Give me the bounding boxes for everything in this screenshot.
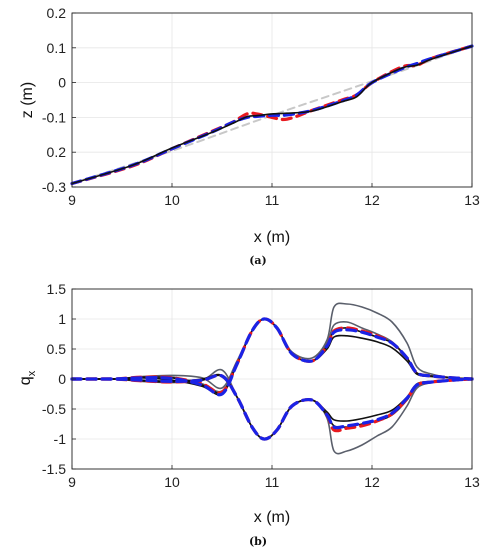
x-tick-label: 12 [364, 192, 380, 208]
x-tick-label: 11 [265, 474, 280, 490]
series-line-blue-dashed [70, 317, 474, 397]
y-tick-label: 1 [58, 311, 66, 327]
series-group [70, 302, 474, 455]
y-axis-label: z (m) [19, 82, 36, 118]
y-tick-label: -0.3 [42, 179, 66, 195]
series-line-blue-dashed [70, 373, 474, 441]
y-tick-label: 1.5 [47, 281, 67, 297]
y-axis-label-subscript: x [26, 370, 38, 376]
y-axis-label: qx [17, 370, 38, 385]
y-tick-label: 0.2 [47, 144, 67, 160]
x-tick-label: 13 [464, 474, 480, 490]
y-tick-label: 0 [58, 75, 66, 91]
series-line-black [71, 45, 473, 185]
chart-panel-a: 9 10 11 12 130.20.10-0.10.2-0.3 x (m) z (m) … [19, 5, 480, 267]
axis-ticks: 9 10 11 12 13 1.5 1 0.5 0 -0.5 -1 -1.5 [42, 281, 480, 490]
chart-panel-b: 9 10 11 12 13 1.5 1 0.5 0 -0.5 -1 -1.5 x (m) qx (b) [17, 281, 480, 548]
x-tick-label: 13 [464, 192, 480, 208]
y-tick-label: 0.2 [47, 5, 67, 21]
x-axis-label: x (m) [254, 229, 290, 246]
panel-caption: (a) [249, 254, 267, 267]
y-tick-label: 0.5 [47, 341, 67, 357]
y-tick-label: -0.5 [42, 401, 66, 417]
series-group [70, 44, 474, 186]
panel-caption: (b) [249, 535, 267, 548]
y-tick-label: -1 [54, 431, 67, 447]
axis-ticks: 9 10 11 12 13 0.2 0.1 0 -0.1 0.2 -0.3 [42, 5, 480, 208]
y-tick-label: -1.5 [42, 461, 66, 477]
x-tick-label: 11 [265, 192, 280, 208]
y-tick-label: -0.1 [42, 109, 66, 125]
y-axis-label-main: q [17, 376, 34, 385]
series-line-gray [71, 302, 473, 390]
y-tick-label: 0 [58, 371, 66, 387]
x-tick-label: 12 [364, 474, 380, 490]
y-tick-label: 0.1 [47, 40, 67, 56]
x-tick-label: 10 [164, 474, 180, 490]
x-tick-label: 9 [68, 474, 76, 490]
x-tick-label: 9 [68, 192, 76, 208]
x-tick-label: 10 [164, 192, 180, 208]
x-axis-label: x (m) [254, 509, 290, 526]
